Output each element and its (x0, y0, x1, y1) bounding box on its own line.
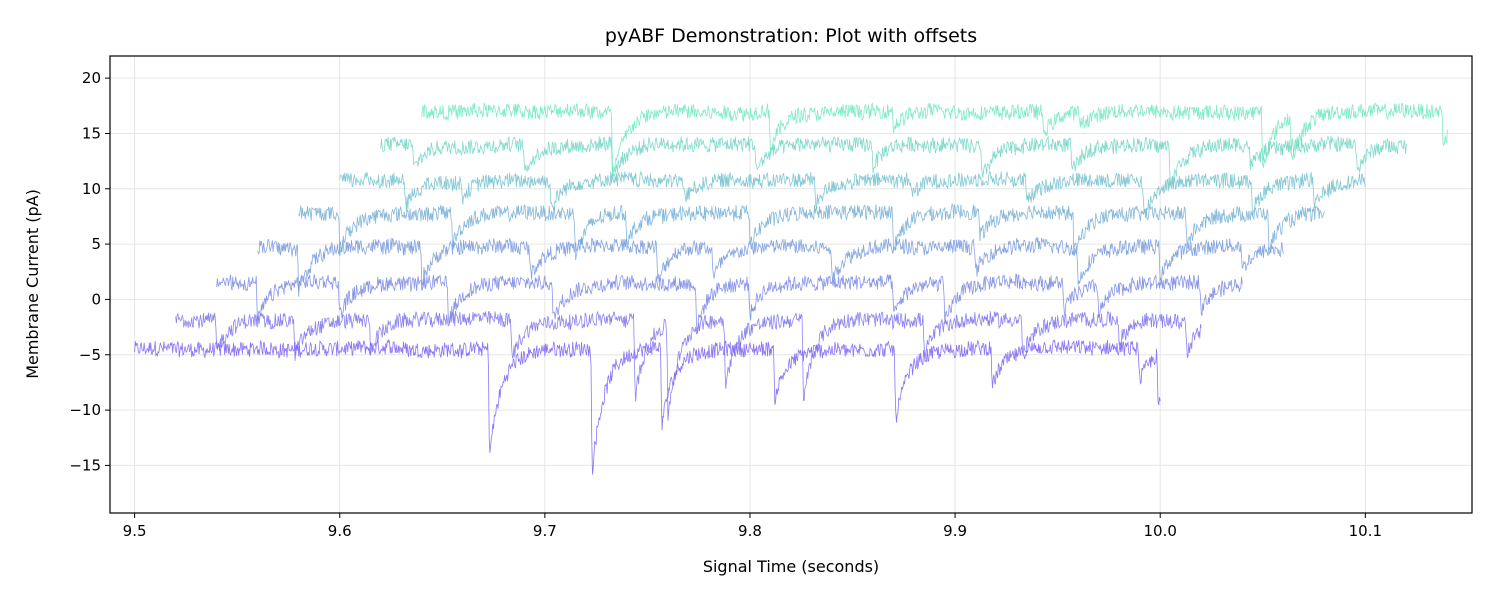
sweep-trace-2 (175, 310, 1202, 421)
y-tick-label: 5 (91, 235, 101, 253)
grid-layer (110, 56, 1472, 513)
x-tick-label: 9.9 (943, 522, 967, 540)
series-layer (134, 102, 1448, 475)
x-tick-label: 10.1 (1349, 522, 1382, 540)
x-tick-label: 9.8 (738, 522, 762, 540)
y-tick-label: −15 (69, 456, 101, 474)
y-axis-title: Membrane Current (pA) (23, 189, 42, 379)
x-tick-label: 9.5 (123, 522, 147, 540)
y-tick-label: 10 (82, 180, 101, 198)
tick-layer: 9.5 9.6 9.7 9.8 9.9 10.0 10.1 −15 −10 −5 0 5 10 15 20 (69, 69, 1382, 540)
sweep-trace-3 (216, 273, 1243, 333)
chart-title: pyABF Demonstration: Plot with offsets (605, 25, 977, 47)
y-tick-label: 0 (91, 290, 101, 308)
x-axis-title: Signal Time (seconds) (703, 557, 879, 576)
x-tick-label: 9.7 (533, 522, 557, 540)
y-tick-label: −5 (79, 346, 101, 364)
y-tick-label: −10 (69, 401, 101, 419)
sweep-trace-6 (339, 170, 1366, 217)
sweep-trace-5 (298, 203, 1325, 261)
x-tick-label: 10.0 (1144, 522, 1177, 540)
sweep-trace-4 (257, 237, 1284, 297)
sweep-trace-8 (421, 102, 1448, 181)
sweep-trace-7 (380, 135, 1407, 186)
y-tick-label: 15 (82, 124, 101, 142)
plot-frame (109, 55, 1473, 514)
sweep-trace-1 (134, 338, 1161, 475)
y-tick-label: 20 (82, 69, 101, 87)
x-tick-label: 9.6 (328, 522, 352, 540)
